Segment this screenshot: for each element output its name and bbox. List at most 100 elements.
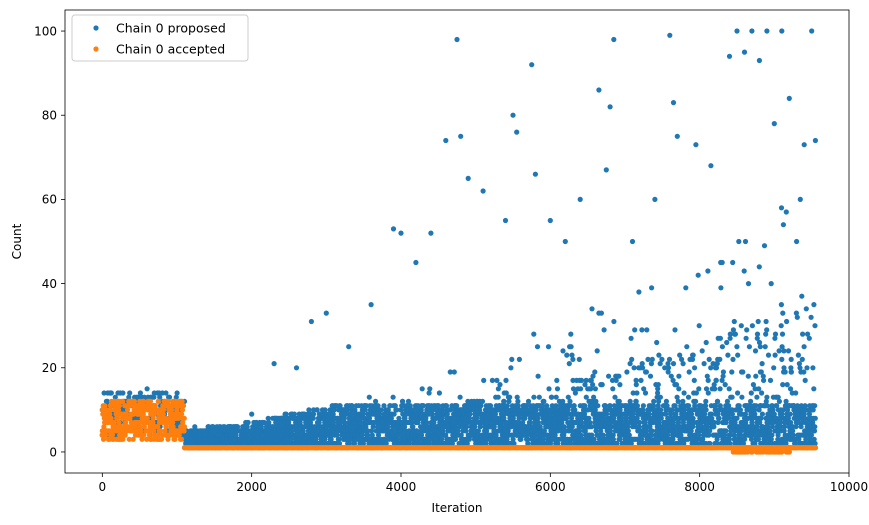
point-proposed bbox=[782, 369, 788, 375]
point-proposed bbox=[457, 394, 463, 400]
point-proposed bbox=[330, 419, 337, 426]
point-proposed bbox=[406, 440, 413, 447]
point-proposed bbox=[531, 331, 537, 337]
point-proposed bbox=[611, 318, 617, 325]
point-proposed bbox=[368, 302, 374, 308]
point-proposed bbox=[776, 398, 783, 404]
point-proposed bbox=[768, 281, 774, 287]
point-proposed bbox=[730, 259, 736, 266]
point-proposed bbox=[307, 419, 314, 426]
point-proposed bbox=[271, 361, 277, 367]
point-proposed bbox=[323, 310, 329, 316]
point-proposed bbox=[137, 390, 143, 396]
point-proposed bbox=[809, 28, 815, 34]
point-proposed bbox=[225, 440, 231, 447]
point-proposed bbox=[514, 129, 520, 135]
point-proposed bbox=[390, 226, 397, 232]
point-proposed bbox=[598, 310, 605, 316]
point-proposed bbox=[720, 369, 727, 375]
point-proposed bbox=[589, 306, 595, 312]
point-proposed bbox=[402, 415, 408, 421]
point-proposed bbox=[256, 440, 262, 447]
point-proposed bbox=[382, 436, 388, 442]
point-proposed bbox=[810, 365, 816, 371]
point-proposed bbox=[322, 407, 328, 413]
point-proposed bbox=[326, 440, 332, 447]
point-proposed bbox=[764, 327, 770, 333]
point-proposed bbox=[606, 373, 612, 379]
point-proposed bbox=[174, 390, 180, 396]
point-proposed bbox=[812, 403, 818, 409]
point-accepted bbox=[178, 436, 184, 442]
point-proposed bbox=[489, 377, 495, 383]
point-proposed bbox=[654, 339, 660, 346]
point-proposed bbox=[771, 365, 777, 371]
point-proposed bbox=[424, 419, 430, 426]
point-proposed bbox=[458, 133, 464, 139]
point-proposed bbox=[726, 53, 733, 59]
point-proposed bbox=[783, 398, 789, 404]
point-proposed bbox=[611, 36, 617, 43]
point-proposed bbox=[549, 394, 555, 400]
point-proposed bbox=[346, 415, 352, 421]
point-proposed bbox=[141, 394, 147, 400]
point-proposed bbox=[640, 403, 647, 409]
point-proposed bbox=[759, 361, 765, 367]
point-proposed bbox=[657, 394, 664, 400]
point-proposed bbox=[407, 403, 413, 409]
point-proposed bbox=[631, 365, 637, 371]
point-proposed bbox=[554, 386, 561, 392]
point-proposed bbox=[430, 407, 436, 413]
point-proposed bbox=[706, 356, 712, 362]
point-proposed bbox=[228, 432, 234, 438]
point-proposed bbox=[313, 436, 319, 442]
point-proposed bbox=[731, 318, 737, 325]
point-proposed bbox=[497, 382, 503, 388]
point-proposed bbox=[577, 196, 583, 202]
point-proposed bbox=[310, 411, 317, 417]
point-proposed bbox=[261, 419, 267, 426]
point-proposed bbox=[362, 407, 368, 413]
point-proposed bbox=[423, 415, 429, 421]
point-proposed bbox=[414, 428, 420, 434]
point-proposed bbox=[245, 419, 251, 426]
point-proposed bbox=[715, 398, 721, 404]
point-proposed bbox=[756, 264, 762, 270]
point-proposed bbox=[318, 411, 324, 417]
point-proposed bbox=[690, 352, 696, 358]
point-proposed bbox=[637, 419, 643, 426]
point-proposed bbox=[629, 238, 636, 245]
point-proposed bbox=[772, 331, 779, 337]
point-proposed bbox=[377, 411, 383, 417]
point-proposed bbox=[249, 411, 255, 417]
point-proposed bbox=[342, 419, 348, 426]
point-proposed bbox=[719, 259, 725, 266]
point-accepted bbox=[181, 415, 187, 421]
point-proposed bbox=[794, 238, 800, 245]
point-proposed bbox=[601, 327, 607, 333]
point-proposed bbox=[764, 394, 770, 400]
point-proposed bbox=[783, 209, 789, 215]
point-proposed bbox=[426, 440, 432, 447]
point-proposed bbox=[612, 394, 618, 400]
point-proposed bbox=[647, 373, 654, 379]
point-proposed bbox=[786, 95, 792, 101]
point-proposed bbox=[745, 373, 751, 379]
point-proposed bbox=[553, 394, 559, 400]
point-proposed bbox=[337, 403, 343, 409]
point-proposed bbox=[685, 394, 692, 400]
point-proposed bbox=[388, 415, 394, 421]
point-proposed bbox=[740, 369, 746, 375]
point-proposed bbox=[390, 394, 396, 400]
point-proposed bbox=[778, 302, 785, 308]
point-proposed bbox=[699, 348, 705, 354]
point-proposed bbox=[447, 407, 453, 413]
point-proposed bbox=[234, 424, 241, 430]
point-proposed bbox=[395, 436, 401, 442]
point-proposed bbox=[723, 428, 729, 434]
point-proposed bbox=[717, 335, 724, 341]
point-proposed bbox=[402, 424, 408, 430]
point-proposed bbox=[289, 428, 295, 434]
point-proposed bbox=[288, 436, 294, 442]
point-proposed bbox=[638, 377, 644, 383]
